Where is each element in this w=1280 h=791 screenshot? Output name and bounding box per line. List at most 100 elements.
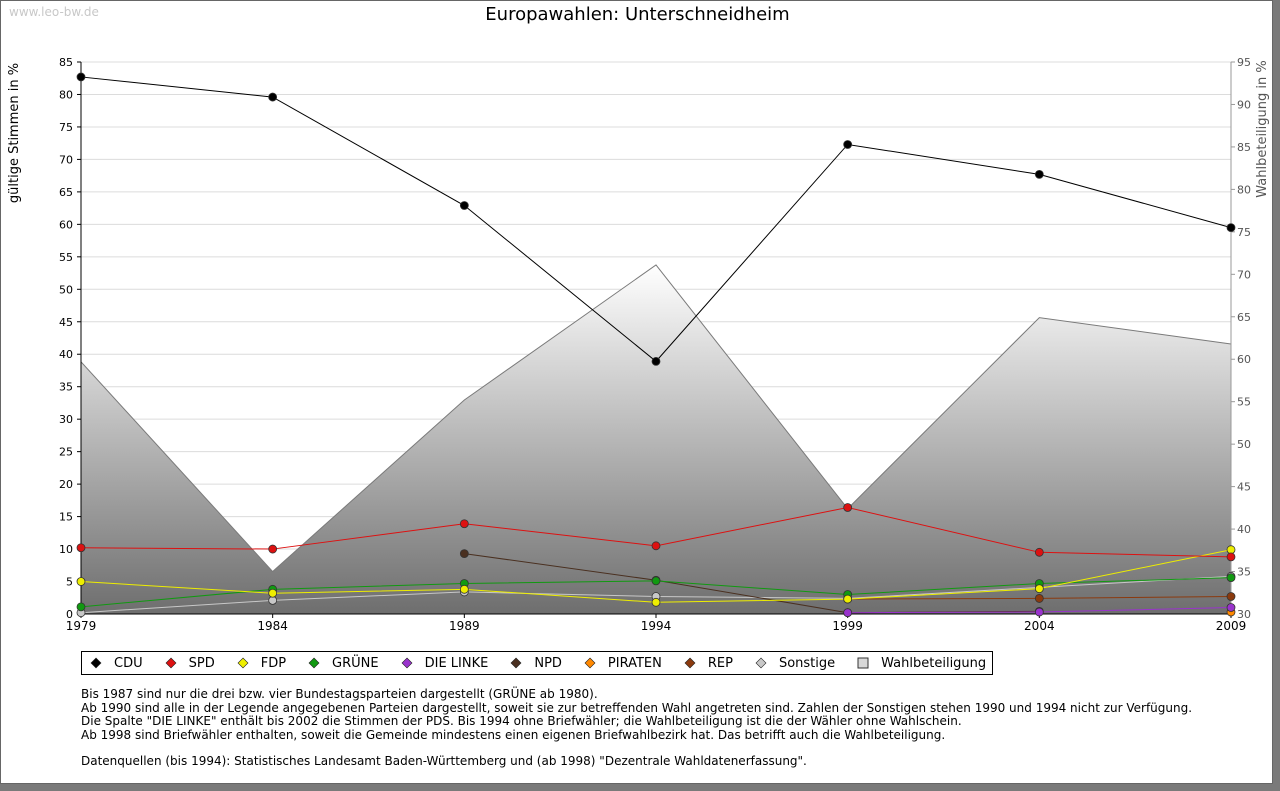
y-tick-label-left: 15 — [59, 511, 73, 524]
legend-item-die-linke: DIE LINKE — [401, 655, 489, 671]
y-tick-label-left: 60 — [59, 218, 73, 231]
legend-item-spd: SPD — [165, 656, 215, 671]
series-spd — [76, 503, 1236, 562]
y-tick-label-right: 65 — [1237, 311, 1251, 324]
legend-marker-spd — [165, 657, 177, 669]
turnout-line — [80, 264, 1232, 573]
series-die-linke — [843, 603, 1236, 618]
y-tick-label-left: 45 — [59, 316, 73, 329]
y-tick-label-left: 55 — [59, 251, 73, 264]
legend-label: CDU — [114, 655, 143, 671]
y-tick-label-right: 35 — [1237, 566, 1251, 579]
note-line: Die Spalte "DIE LINKE" enthält bis 2002 … — [81, 714, 962, 728]
y-tick-label-right: 75 — [1237, 226, 1251, 239]
y-tick-label-left: 40 — [59, 348, 73, 361]
legend-label: Wahlbeteiligung — [881, 655, 987, 671]
legend-marker-fdp — [237, 657, 249, 669]
data-point-spd — [76, 543, 86, 553]
data-point-rep — [1034, 594, 1044, 603]
data-point-rep — [1226, 592, 1236, 601]
legend-item-piraten: PIRATEN — [584, 656, 662, 671]
data-point-gr-ne — [1226, 573, 1236, 583]
data-point-spd — [1034, 547, 1044, 557]
data-point-npd — [459, 549, 469, 559]
y-tick-label-left: 5 — [66, 576, 73, 589]
y-tick-label-left: 35 — [59, 381, 73, 394]
x-tick-label: 1984 — [257, 619, 288, 633]
x-tick-label: 2004 — [1024, 619, 1055, 633]
data-point-fdp — [76, 577, 86, 586]
y-tick-label-right: 70 — [1237, 268, 1251, 281]
legend-marker-npd — [510, 657, 522, 669]
legend-item-fdp: FDP — [237, 656, 286, 671]
data-point-cdu — [76, 72, 86, 82]
legend-item-gr-ne: GRÜNE — [308, 656, 379, 671]
note-line: Ab 1990 sind alle in der Legende angegeb… — [81, 700, 1193, 715]
legend-marker-rep — [684, 657, 696, 669]
y-axis-left-label: gültige Stimmen in % — [7, 63, 22, 203]
data-point-fdp — [651, 597, 661, 607]
legend-label: PIRATEN — [607, 655, 662, 671]
data-point-gr-ne — [76, 602, 86, 612]
y-tick-label-left: 30 — [59, 413, 73, 426]
y-tick-label-left: 85 — [59, 56, 73, 69]
y-tick-label-left: 65 — [59, 186, 73, 199]
note-line: Ab 1998 sind Briefwähler enthalten, sowe… — [81, 727, 946, 742]
legend-marker-sonstige — [755, 657, 767, 669]
legend-label: GRÜNE — [332, 655, 379, 671]
y-tick-label-left: 70 — [59, 153, 73, 166]
data-point-fdp — [1034, 584, 1044, 594]
data-point-cdu — [268, 92, 278, 102]
data-point-die-linke — [843, 608, 853, 618]
axes: 0 5 10 15 20 25 30 35 40 45 50 55 60 65 70 75 80 85 30 35 40… — [59, 56, 1251, 633]
y-tick-label-right: 90 — [1237, 98, 1251, 111]
series-layer — [76, 72, 1236, 618]
y-tick-label-right: 60 — [1237, 353, 1251, 366]
legend-marker-gr-ne — [308, 657, 320, 669]
watermark: www.leo-bw.de — [9, 5, 99, 19]
y-tick-label-right: 55 — [1237, 396, 1251, 409]
chart-notes: Bis 1987 sind nur die drei bzw. vier Bun… — [81, 687, 1193, 769]
data-point-fdp — [459, 584, 469, 594]
data-point-spd — [459, 519, 469, 529]
legend-item-rep: REP — [684, 656, 733, 671]
legend-label: DIE LINKE — [424, 655, 489, 671]
series-fdp — [76, 545, 1236, 607]
legend-label: Sonstige — [778, 655, 836, 671]
legend-item-cdu: CDU — [90, 656, 143, 671]
y-tick-label-right: 85 — [1237, 141, 1251, 154]
chart-title: Europawahlen: Unterschneidheim — [485, 4, 790, 25]
data-point-spd — [843, 503, 853, 512]
series-cdu — [76, 72, 1236, 366]
data-point-die-linke — [1226, 603, 1236, 612]
legend-label: SPD — [188, 655, 215, 671]
data-point-gr-ne — [651, 576, 661, 586]
y-tick-label-right: 45 — [1237, 481, 1251, 494]
legend-label: NPD — [534, 655, 562, 671]
y-tick-label-left: 25 — [59, 446, 73, 459]
data-point-cdu — [459, 201, 469, 210]
y-tick-label-left: 20 — [59, 478, 73, 491]
y-tick-label-right: 50 — [1237, 438, 1251, 451]
data-point-cdu — [1034, 169, 1044, 179]
legend-label: FDP — [260, 655, 287, 671]
legend-item-npd: NPD — [510, 656, 562, 671]
legend-marker-wahlbeteiligung — [857, 657, 869, 669]
y-tick-label-right: 40 — [1237, 523, 1251, 536]
x-tick-label: 1989 — [449, 619, 480, 633]
data-point-spd — [651, 541, 661, 551]
data-point-cdu — [843, 140, 853, 149]
data-point-fdp — [268, 588, 278, 598]
data-point-die-linke — [1034, 607, 1044, 617]
x-tick-label: 1994 — [641, 619, 672, 633]
x-tick-label: 2009 — [1216, 619, 1247, 633]
legend-marker-piraten — [584, 657, 596, 669]
data-point-cdu — [1226, 223, 1236, 233]
y-tick-label-right: 30 — [1237, 608, 1251, 621]
legend-label: REP — [707, 655, 733, 671]
data-point-fdp — [843, 594, 853, 604]
chart-legend: CDU SPD FDP GRÜNE DIE LINKE NPD PIRATEN REP Sons… — [81, 651, 994, 675]
data-point-spd — [268, 544, 278, 554]
data-point-spd — [1226, 552, 1236, 562]
